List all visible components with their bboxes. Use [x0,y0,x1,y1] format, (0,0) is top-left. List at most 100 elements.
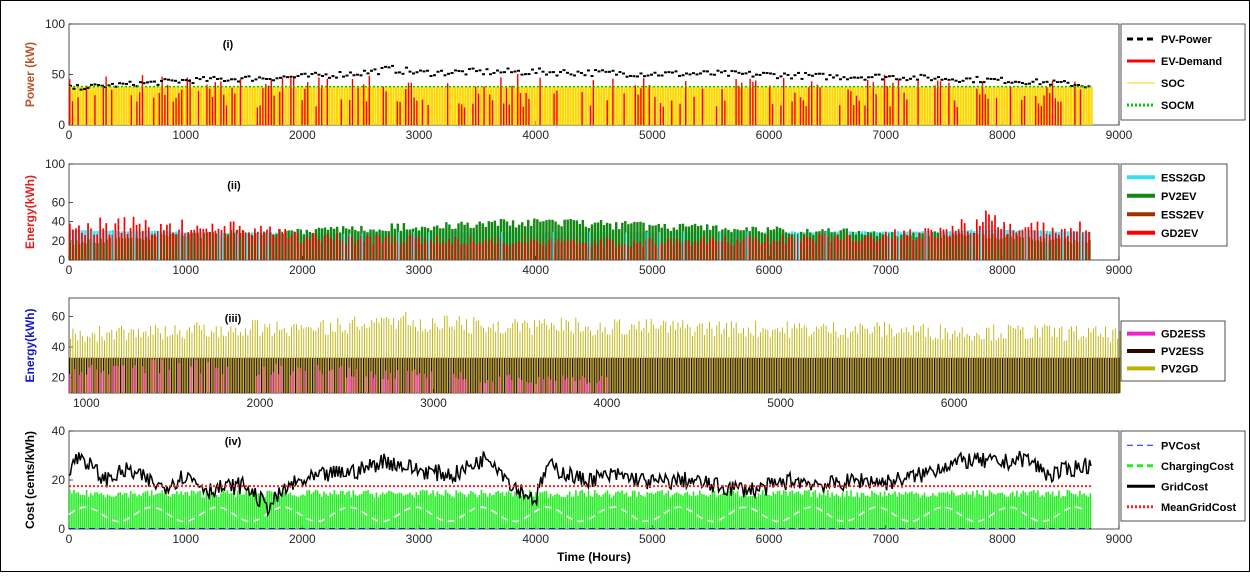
pv2gd-bar [690,327,691,393]
ess2ev-bar [379,247,380,260]
y-tick-label: 50 [52,68,66,82]
ess2gd-bar [91,231,92,260]
pv-power-mark [934,78,937,80]
x-tick-label: 1000 [172,532,199,546]
soc-bar [682,87,684,125]
pv2gd-bar [675,330,676,393]
ess2ev-bar [346,246,347,260]
pv2gd-bar [281,329,282,393]
ess2ev-bar [943,243,944,260]
ev-demand-bar [741,83,742,125]
pv2gd-bar [425,329,426,393]
pv-power-mark [335,77,338,79]
pv2gd-bar [600,323,601,393]
soc-bar [777,87,779,125]
charging-cost-bar [302,494,304,529]
ess2ev-bar [267,245,268,260]
pv-power-mark [706,70,709,72]
ev-demand-bar [1021,100,1022,125]
pv2gd-bar [182,337,183,393]
pv-power-mark [430,75,433,77]
ess2ev-bar [182,244,183,260]
charging-cost-bar [546,491,548,529]
ess2ev-bar [136,250,137,260]
pv2gd-bar [352,320,353,393]
pv2gd-bar [884,322,885,393]
pv-power-mark [965,77,968,79]
ev-demand-bar [856,96,857,125]
pv2gd-bar [656,329,657,393]
pv-power-mark [143,82,146,84]
charging-cost-bar [615,492,617,529]
ess2ev-bar [746,248,747,260]
soc-bar [626,87,628,125]
charging-cost-bar [455,490,457,529]
pv2gd-bar [262,332,263,393]
charging-cost-bar [592,497,594,529]
ess2ev-bar [640,246,641,260]
soc-bar [1006,87,1008,125]
charging-cost-bar [932,493,934,529]
ess2ev-bar [983,247,984,260]
x-tick-label: 1000 [172,263,199,277]
ess2gd-bar [889,232,890,260]
soc-bar [713,87,715,125]
pv2gd-bar [534,320,535,393]
ess2ev-bar [154,246,155,260]
ess2ev-bar [127,241,128,260]
pv-power-mark [1042,81,1045,83]
charging-cost-bar [75,493,77,529]
pv-power-mark [440,70,443,72]
pv-power-mark [615,74,618,76]
soc-bar [113,87,115,125]
pv2gd-bar [568,322,569,393]
charging-cost-bar [941,493,943,529]
ess2ev-bar [218,246,219,260]
pv2gd-bar [1091,332,1092,393]
charging-cost-bar [294,495,296,529]
ev-demand-bar [671,101,672,125]
pv2gd-bar [459,316,460,393]
ev-demand-bar [503,103,504,125]
charging-cost-bar [189,496,191,529]
pv-power-mark [570,73,573,75]
charging-cost-bar [153,495,155,529]
charging-cost-bar [432,490,434,529]
soc-bar [629,87,631,125]
pv-power-mark [741,73,744,75]
pv2gd-bar [388,319,389,393]
ev-demand-bar [839,105,840,125]
pv-power-mark [272,79,275,81]
charging-cost-bar [1052,491,1054,529]
ess2ev-bar [324,244,325,260]
soc-bar [795,87,797,125]
ess2gd-bar [683,231,684,260]
ess2ev-bar [227,240,228,260]
pv-power-mark [920,74,923,76]
charging-cost-bar [588,491,590,529]
charging-cost-bar [392,492,394,529]
ess2gd-bar [219,232,220,260]
ess2ev-bar [825,244,826,260]
charging-cost-bar [550,494,552,529]
soc-bar [757,87,759,125]
charging-cost-bar [544,491,546,529]
ess2ev-bar [273,242,274,260]
pv-power-mark [678,75,681,77]
ess2ev-bar [264,252,265,260]
ess2ev-bar [779,240,780,260]
ev-demand-bar [427,105,428,125]
pv2gd-bar [704,335,705,393]
pv-power-mark [916,79,919,81]
ess2ev-bar [655,244,656,260]
charging-cost-bar [766,495,768,529]
pv-power-mark [150,81,153,83]
pv2gd-bar [585,327,586,393]
pv2gd-bar [1005,338,1006,393]
pv-power-mark [661,74,664,76]
charging-cost-bar [185,492,187,529]
charging-cost-bar [949,494,951,529]
charging-cost-bar [510,493,512,529]
charging-cost-bar [220,493,222,529]
pv2gd-bar [772,330,773,393]
